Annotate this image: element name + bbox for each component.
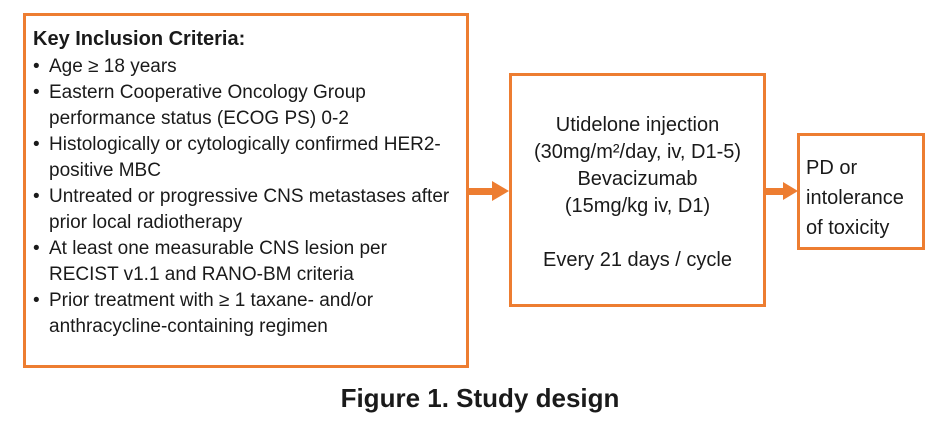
bullet-icon: • xyxy=(33,186,40,207)
list-item: • Age ≥ 18 years xyxy=(33,54,460,80)
bullet-icon: • xyxy=(33,82,40,103)
arrow-head xyxy=(783,182,798,200)
endpoint-text-line: of toxicity xyxy=(806,217,890,239)
treatment-regimen-box: Utidelone injection (30mg/m²/day, iv, D1… xyxy=(509,73,766,307)
inclusion-criteria-box: Key Inclusion Criteria: • Age ≥ 18 years… xyxy=(23,13,469,368)
flow-arrow-icon xyxy=(468,181,509,201)
criterion-text: Untreated or progressive CNS metastases … xyxy=(49,186,450,233)
endpoint-box: PD or intolerance of toxicity xyxy=(797,133,925,250)
criterion-text: Eastern Cooperative Oncology Group perfo… xyxy=(49,82,366,129)
arrow-head xyxy=(492,181,509,201)
endpoint-text-line: PD or xyxy=(806,157,858,179)
list-item: • Prior treatment with ≥ 1 taxane- and/o… xyxy=(33,288,460,340)
list-item: • Histologically or cytologically confir… xyxy=(33,132,460,184)
list-item: • Untreated or progressive CNS metastase… xyxy=(33,184,460,236)
inclusion-criteria-list: • Age ≥ 18 years • Eastern Cooperative O… xyxy=(33,54,460,340)
list-item: • Eastern Cooperative Oncology Group per… xyxy=(33,80,460,132)
bullet-icon: • xyxy=(33,238,40,259)
criterion-text: Age ≥ 18 years xyxy=(49,56,177,77)
flow-arrow-icon xyxy=(765,182,798,200)
bullet-icon: • xyxy=(33,290,40,311)
treatment-dose-line: (15mg/kg iv, D1) xyxy=(564,195,711,217)
arrow-shaft xyxy=(765,187,783,195)
bullet-icon: • xyxy=(33,56,40,77)
arrow-shaft xyxy=(468,187,492,195)
criterion-text: At least one measurable CNS lesion per R… xyxy=(49,238,387,285)
list-item: • At least one measurable CNS lesion per… xyxy=(33,236,460,288)
criterion-text: Histologically or cytologically confirme… xyxy=(49,134,441,181)
criterion-text: Prior treatment with ≥ 1 taxane- and/or … xyxy=(49,290,374,337)
bullet-icon: • xyxy=(33,134,40,155)
treatment-drug-line: Utidelone injection xyxy=(555,114,720,136)
treatment-drug-line: Bevacizumab xyxy=(577,168,698,190)
treatment-schedule: Every 21 days / cycle xyxy=(543,249,732,271)
inclusion-criteria-title: Key Inclusion Criteria: xyxy=(33,28,246,50)
treatment-dose-line: (30mg/m²/day, iv, D1-5) xyxy=(533,141,742,163)
endpoint-text-line: intolerance xyxy=(806,187,904,209)
figure-caption: Figure 1. Study design xyxy=(340,383,620,413)
